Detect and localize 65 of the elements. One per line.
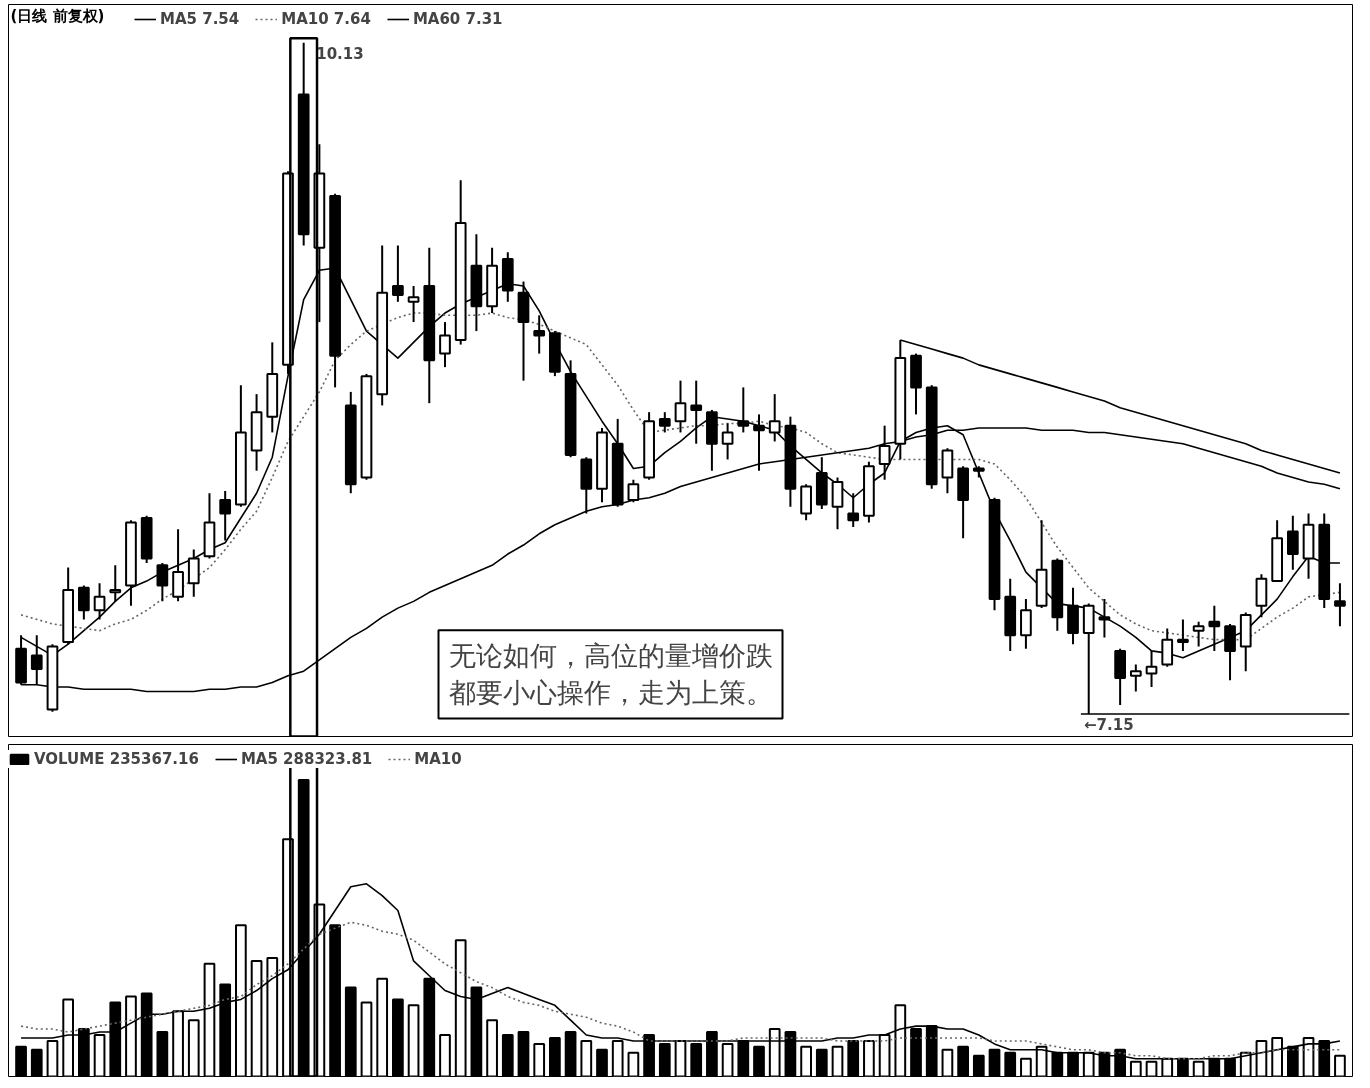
bar: [941, 1048, 954, 1077]
bar: [360, 1001, 373, 1077]
bar: [863, 1039, 875, 1077]
bar: [753, 1045, 765, 1077]
bar: [988, 1048, 1001, 1077]
bar: [439, 1034, 451, 1077]
candlestick: [219, 490, 232, 542]
candlestick: [1098, 598, 1111, 639]
bar: [486, 1019, 498, 1077]
bar: [187, 1019, 200, 1077]
candlestick: [674, 379, 687, 434]
bar: [627, 1051, 640, 1077]
candlestick: [658, 411, 671, 434]
candlestick: [1177, 618, 1189, 652]
candlestick: [847, 492, 860, 529]
candlestick: [1334, 582, 1346, 628]
bar: [533, 1042, 546, 1077]
legend-label: MA10: [414, 750, 462, 768]
candlestick: [721, 422, 734, 461]
legend-label: MA60 7.31: [412, 10, 503, 28]
candlestick: [768, 393, 781, 443]
candlestick: [78, 584, 90, 621]
candlestick: [1129, 663, 1142, 693]
bar: [564, 1031, 577, 1077]
ref-line-label: ←7.15: [1084, 715, 1134, 734]
bar: [1334, 1054, 1346, 1077]
annotation: 无论如何，高位的量增价跌都要小心操作，走为上策。: [448, 640, 773, 709]
chart-title: (日线 前复权): [10, 6, 105, 25]
candlestick: [93, 582, 106, 621]
bar: [549, 1036, 561, 1077]
candlestick: [407, 285, 420, 324]
bar: [344, 986, 357, 1077]
candlestick: [533, 314, 546, 355]
candlestick: [439, 321, 451, 369]
bar: [407, 1004, 420, 1077]
candlestick: [392, 244, 404, 303]
bar: [831, 1045, 844, 1077]
candlestick: [109, 564, 122, 603]
annotation: 10.13: [316, 44, 364, 63]
bar: [957, 1045, 969, 1077]
legend-label: MA5 7.54: [160, 10, 240, 28]
bar: [501, 1034, 514, 1077]
legend-label: MA10 7.64: [281, 10, 371, 28]
bar: [329, 924, 341, 1077]
bar: [15, 1045, 27, 1077]
legend-label: MA5 288323.81: [240, 750, 373, 768]
bar: [156, 1031, 169, 1077]
bar: [580, 1039, 593, 1077]
bar: [392, 998, 404, 1077]
bar: [972, 1054, 985, 1077]
bar: [30, 1048, 43, 1077]
bar: [1020, 1057, 1032, 1077]
candlestick: [737, 386, 750, 434]
bar: [517, 1031, 530, 1077]
candlestick: [690, 379, 703, 445]
candlestick: [156, 562, 169, 603]
candlestick: [1208, 604, 1221, 652]
candlestick: [1192, 620, 1205, 648]
bar: [815, 1048, 828, 1077]
candlestick: [1286, 514, 1299, 571]
bar: [596, 1048, 608, 1077]
bar: [376, 977, 389, 1077]
bar: [800, 1045, 812, 1077]
candlestick: [627, 478, 640, 504]
legend-label: VOLUME 235367.16: [34, 750, 199, 768]
